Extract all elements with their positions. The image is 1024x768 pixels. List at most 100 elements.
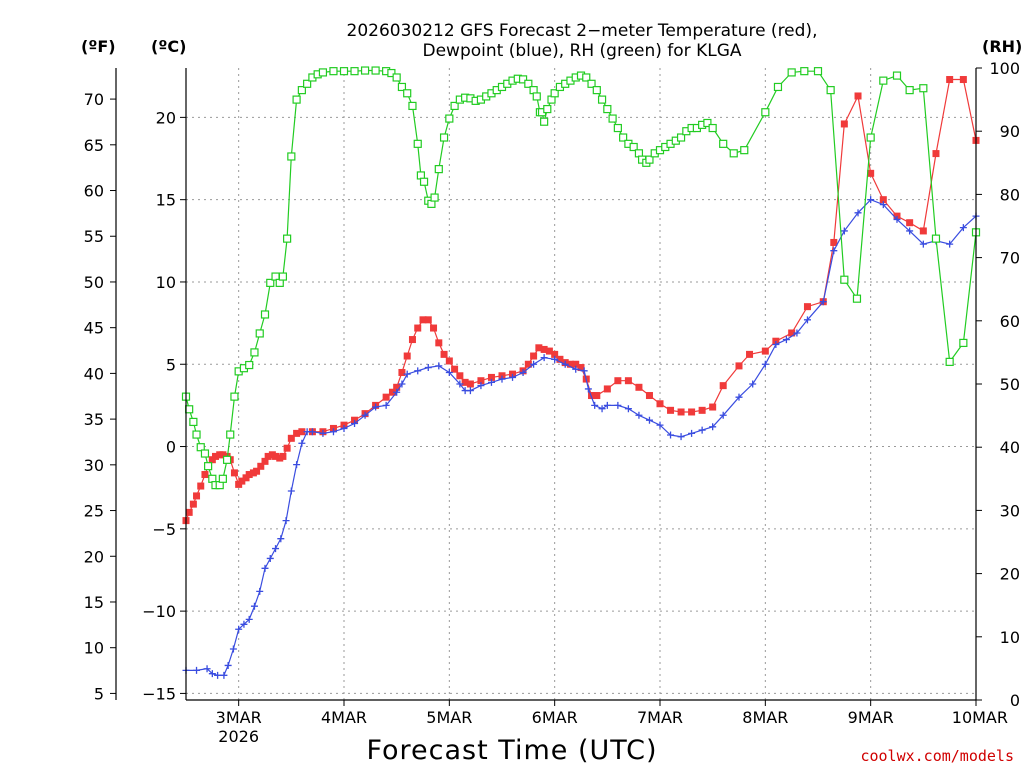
rh-series (181, 66, 981, 490)
temperature-point (624, 377, 632, 385)
temperature-point (414, 324, 422, 332)
fahrenheit-tick-label: 45 (84, 319, 104, 338)
temperature-point (603, 385, 611, 393)
fahrenheit-tick-label: 50 (84, 273, 104, 292)
temperature-point (879, 196, 887, 204)
temperature-point (614, 377, 622, 385)
rh-point (800, 67, 809, 76)
rh-point (708, 123, 717, 133)
temperature-point (709, 403, 717, 411)
dewpoint-point (656, 421, 664, 429)
temperature-point (530, 352, 538, 360)
x-tick-label: 6MAR (532, 708, 578, 727)
dewpoint-point (250, 602, 258, 610)
rh-point (592, 86, 601, 95)
rh-tick-label: 90 (1000, 122, 1020, 141)
dewpoint-point (487, 378, 495, 386)
temperature-point (264, 452, 272, 460)
rh-point (419, 177, 429, 186)
rh-point (719, 139, 728, 148)
dewpoint-point (584, 385, 592, 393)
dewpoint-point (340, 424, 348, 432)
rh-point (550, 89, 559, 98)
temperature-point (919, 227, 927, 235)
celsius-tick-label: −15 (142, 684, 176, 703)
temperature-point (698, 406, 706, 414)
celsius-tick-label: 20 (156, 108, 176, 127)
dewpoint-point (879, 201, 887, 209)
temperature-point (540, 345, 548, 353)
temperature-point (761, 347, 769, 355)
rh-point (852, 294, 862, 303)
celsius-tick-label: −5 (152, 520, 176, 539)
temperature-point (388, 388, 396, 396)
temperature-point (403, 352, 411, 360)
dewpoint-point (414, 367, 422, 375)
dewpoint-point (540, 354, 548, 362)
rh-point (387, 68, 396, 78)
dewpoint-point (193, 666, 201, 674)
rh-point (397, 82, 407, 92)
temperature-point (408, 336, 416, 344)
x-tick-label: 3MAR (216, 708, 262, 727)
fahrenheit-tick-label: 70 (84, 90, 104, 109)
rh-point (587, 79, 596, 88)
temperature-point (456, 372, 464, 380)
dewpoint-point (261, 564, 269, 572)
rh-point (218, 474, 227, 483)
dewpoint-point (293, 461, 301, 469)
temperature-point (253, 467, 261, 475)
fahrenheit-tick-label: 25 (84, 502, 104, 521)
temperature-point (393, 383, 401, 391)
rh-point (729, 149, 738, 158)
rh-point (540, 117, 549, 126)
rh-point (645, 155, 654, 164)
dewpoint-point (819, 298, 827, 306)
rh-point (703, 118, 712, 128)
rh-point (524, 79, 533, 88)
rh-point (189, 417, 198, 427)
dewpoint-point (329, 428, 337, 436)
dewpoint-point (393, 388, 401, 396)
dewpoint-point (208, 670, 216, 678)
temperature-point (293, 429, 301, 437)
dewpoint-point (719, 411, 727, 419)
rh-line (185, 69, 977, 486)
temperature-point (435, 339, 443, 347)
temperature-point (545, 347, 553, 355)
temperature-point (830, 238, 838, 246)
fahrenheit-tick-label: 15 (84, 593, 104, 612)
temperature-point (440, 350, 448, 358)
temperature-point (746, 350, 754, 358)
dewpoint-point (220, 671, 228, 679)
temperature-point (906, 219, 914, 227)
temperature-point (487, 373, 495, 381)
rh-point (603, 104, 612, 114)
rh-point (676, 133, 686, 142)
dewpoint-point (572, 365, 580, 373)
dewpoint-point (698, 426, 706, 434)
temperature-point (272, 452, 280, 460)
dewpoint-point (530, 360, 538, 368)
dewpoint-point (688, 429, 696, 437)
rh-tick-label: 50 (1000, 375, 1020, 394)
temperature-point (461, 378, 469, 386)
dewpoint-point (561, 360, 569, 368)
rh-point (371, 66, 380, 75)
rh-point (185, 405, 194, 414)
rh-point (260, 310, 270, 319)
fahrenheit-tick-label: 5 (94, 684, 104, 703)
rh-point (919, 84, 928, 93)
temperature-point (193, 492, 201, 500)
rh-point (292, 95, 301, 104)
temperature-point (635, 383, 643, 391)
dewpoint-point (256, 587, 264, 595)
dewpoint-point (519, 368, 527, 376)
temperature-point (566, 360, 574, 368)
rh-tick-label: 0 (1010, 691, 1020, 710)
celsius-tick-label: 10 (156, 273, 176, 292)
dewpoint-point (893, 215, 901, 223)
rh-point (318, 68, 328, 77)
temperature-point (854, 92, 862, 100)
temperature-point (279, 452, 287, 460)
